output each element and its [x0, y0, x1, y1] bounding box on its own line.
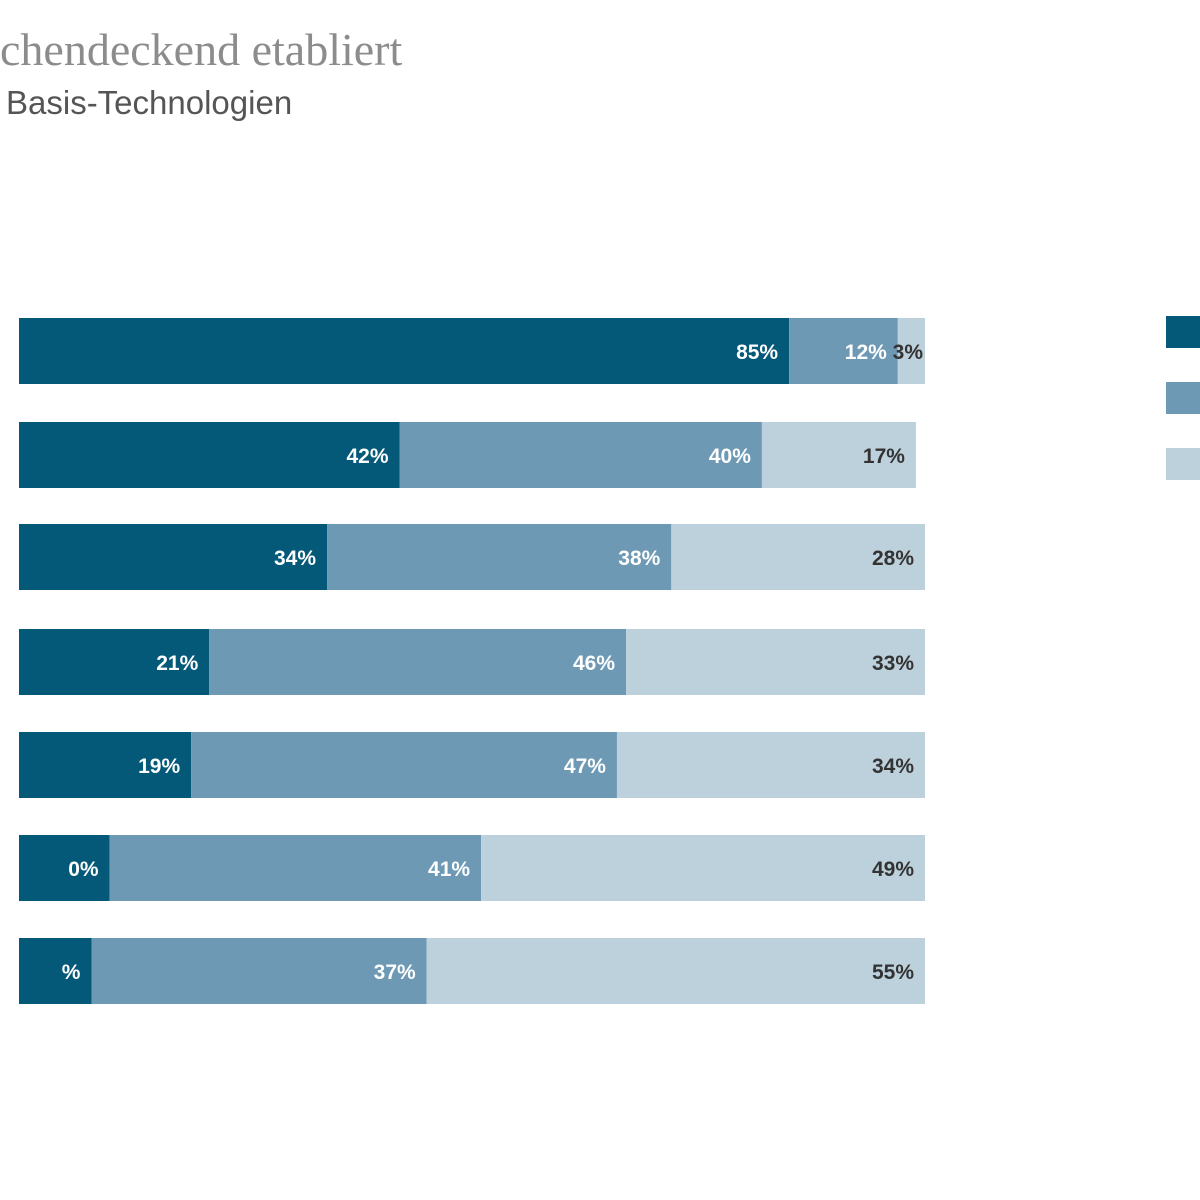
bar-segment-s3-r3	[671, 524, 925, 590]
legend-swatch-2	[1166, 382, 1200, 414]
bar-row-5: 19% 47% 34%	[19, 732, 925, 798]
bar-segment-s2-r4	[209, 629, 627, 695]
data-label-s2-r1: 12%	[845, 341, 887, 364]
data-label-s1-r3: 34%	[274, 547, 316, 570]
bar-segment-s2-r5	[191, 732, 617, 798]
bar-row-3: 34% 38% 28%	[19, 524, 925, 590]
legend-swatch-1	[1166, 316, 1200, 348]
data-label-s2-r4: 46%	[573, 652, 615, 675]
bar-segment-s1-r2	[19, 422, 400, 488]
bar-row-1: 85% 12% 3%	[19, 318, 925, 384]
bar-segment-s1-r4	[19, 629, 210, 695]
data-label-s3-r2: 17%	[863, 445, 905, 468]
data-label-s2-r5: 47%	[564, 755, 606, 778]
bar-segment-s3-r2	[761, 422, 916, 488]
data-label-s1-r5: 19%	[138, 755, 180, 778]
data-label-s3-r7: 55%	[872, 961, 914, 984]
data-label-s1-r6: 0%	[68, 858, 99, 881]
bar-segment-s3-r1	[897, 318, 925, 384]
bar-segment-s1-r3	[19, 524, 328, 590]
data-label-s2-r6: 41%	[428, 858, 470, 881]
bar-segment-s3-r5	[616, 732, 925, 798]
bar-row-6: 0% 41% 49%	[19, 835, 925, 901]
data-label-s3-r6: 49%	[872, 858, 914, 881]
bar-segment-s2-r7	[91, 938, 427, 1004]
bar-segment-s1-r7	[19, 938, 92, 1004]
bar-segment-s3-r4	[626, 629, 925, 695]
data-label-s3-r5: 34%	[872, 755, 914, 778]
bar-segment-s1-r5	[19, 732, 192, 798]
bar-segment-s3-r6	[481, 835, 925, 901]
bar-segment-s2-r6	[109, 835, 482, 901]
data-label-s2-r7: 37%	[374, 961, 416, 984]
bar-segment-s1-r1	[19, 318, 790, 384]
data-label-s3-r3: 28%	[872, 547, 914, 570]
data-label-s2-r2: 40%	[709, 445, 751, 468]
data-label-s1-r1: 85%	[736, 341, 778, 364]
data-label-s2-r3: 38%	[618, 547, 660, 570]
chart-title: chendeckend etabliert	[0, 24, 403, 75]
data-label-s1-r4: 21%	[156, 652, 198, 675]
bar-segment-s2-r2	[399, 422, 762, 488]
bar-segment-s2-r1	[789, 318, 898, 384]
data-label-s3-r4: 33%	[872, 652, 914, 675]
legend-swatch-3	[1166, 448, 1200, 480]
data-label-s1-r7: %	[62, 961, 81, 984]
bar-row-7: % 37% 55%	[19, 938, 925, 1004]
bar-segment-s3-r7	[426, 938, 925, 1004]
data-label-s1-r2: 42%	[346, 445, 388, 468]
bar-segment-s2-r3	[327, 524, 672, 590]
data-label-s3-r1: 3%	[893, 341, 924, 364]
chart-subtitle: Basis-Technologien	[6, 84, 293, 121]
bar-row-2: 42% 40% 17%	[19, 422, 916, 488]
bar-segment-s1-r6	[19, 835, 110, 901]
bar-row-4: 21% 46% 33%	[19, 629, 925, 695]
